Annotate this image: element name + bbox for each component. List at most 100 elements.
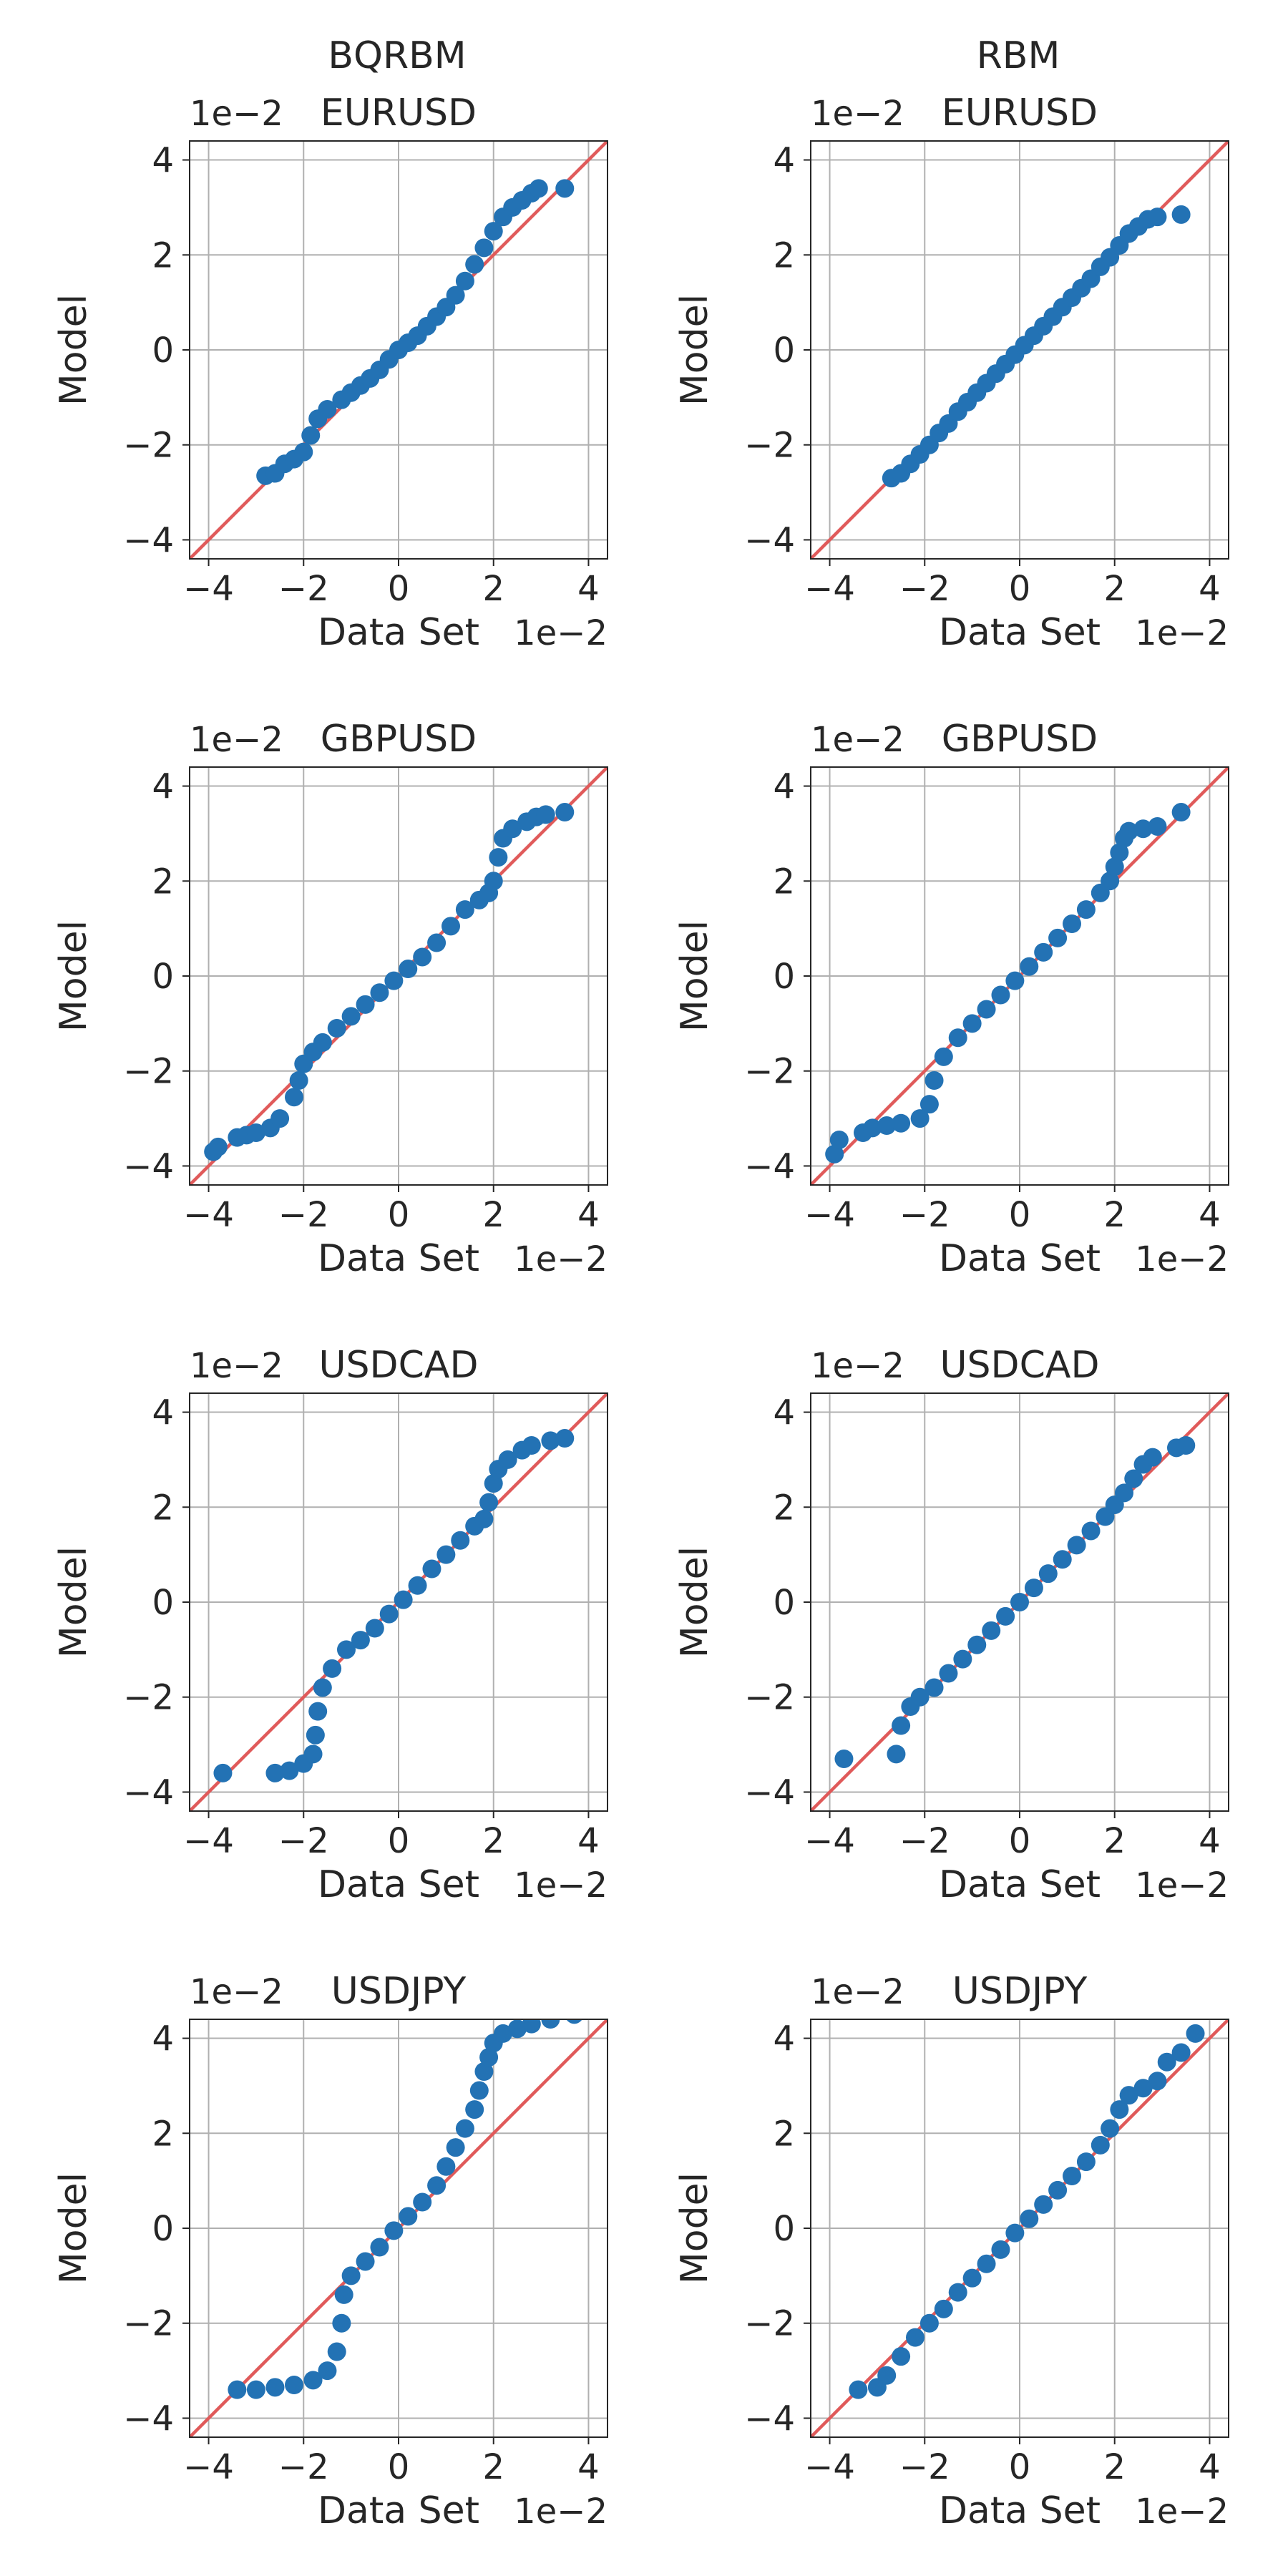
data-point (327, 1019, 346, 1038)
x-tick-label: −2 (899, 569, 950, 609)
x-tick-label: 0 (1009, 1195, 1031, 1235)
y-tick-label: −2 (123, 1678, 174, 1718)
data-point (451, 1531, 470, 1550)
x-axis-label: Data Set (318, 1863, 479, 1906)
qq-panel-bqrbm-eurusd: −4 −2 0 2 4 −4 −2 0 2 4 EURUSD 1e−2 1e−2 Data Set Mode… (52, 92, 608, 654)
y-tick-label: −4 (123, 1772, 174, 1813)
qq-panel-bqrbm-gbpusd: −4 −2 0 2 4 −4 −2 0 2 4 GBPUSD 1e−2 1e−2 Data Set Mode… (52, 718, 608, 1280)
data-point (334, 2285, 353, 2304)
x-axis-label: Data Set (318, 1237, 479, 1280)
x-tick-label: 4 (577, 1195, 600, 1235)
data-point (479, 2048, 499, 2067)
y-tick-label: −2 (123, 2304, 174, 2344)
x-tick-label: −2 (899, 1195, 950, 1235)
y-tick-label: 2 (152, 862, 174, 902)
y-tick-label: 2 (773, 2114, 795, 2154)
data-point (919, 2313, 939, 2333)
x-offset-label: 1e−2 (1135, 2492, 1229, 2532)
x-tick-label: 4 (577, 569, 600, 609)
data-point (427, 933, 447, 952)
data-point (1076, 2152, 1096, 2172)
data-point (962, 2268, 982, 2288)
y-tick-label: 0 (773, 957, 795, 997)
data-point (1101, 2119, 1120, 2138)
x-axis-label: Data Set (939, 1237, 1101, 1280)
data-point (285, 1088, 303, 1107)
x-tick-label: −2 (278, 1821, 329, 1861)
scatter-points (849, 2024, 1205, 2399)
y-tick-label: 4 (152, 767, 174, 807)
y-axis-label: Model (673, 2172, 716, 2284)
scatter-points (213, 1429, 575, 1782)
y-tick-label: 0 (152, 331, 174, 371)
x-offset-label: 1e−2 (514, 2492, 608, 2532)
y-tick-label: 0 (773, 331, 795, 371)
data-point (924, 1678, 944, 1697)
x-tick-label: 4 (1199, 569, 1221, 609)
x-tick-label: −4 (804, 1195, 855, 1235)
y-tick-label: 4 (773, 1393, 795, 1433)
y-tick-label: 4 (773, 767, 795, 807)
y-offset-label: 1e−2 (811, 1972, 904, 2012)
data-point (1157, 2052, 1176, 2072)
data-point (356, 2252, 375, 2271)
data-point (246, 1123, 265, 1142)
data-point (370, 983, 389, 1002)
x-tick-label: −4 (183, 1195, 234, 1235)
data-point (1176, 1436, 1196, 1455)
x-tick-label: 0 (388, 569, 410, 609)
x-tick-label: 2 (482, 1821, 504, 1861)
x-tick-label: −4 (804, 1821, 855, 1861)
data-point (1133, 2079, 1153, 2098)
y-offset-label: 1e−2 (190, 1346, 283, 1386)
data-point (953, 1649, 972, 1669)
data-point (1005, 2223, 1025, 2243)
data-point (384, 971, 404, 990)
x-tick-label: 2 (1103, 569, 1126, 609)
x-axis-label: Data Set (318, 2489, 479, 2532)
data-point (566, 2019, 582, 2024)
data-point (529, 179, 548, 198)
x-tick-label: 4 (577, 1821, 600, 1861)
panel-title: USDJPY (952, 1970, 1088, 2013)
qq-panel-bqrbm-usdjpy: −4 −2 0 2 4 −4 −2 0 2 4 USDJPY 1e−2 1e−2 Data Set Mode… (52, 1970, 608, 2532)
data-point (1101, 872, 1120, 891)
data-point (1115, 1483, 1133, 1503)
data-point (877, 1116, 897, 1136)
y-offset-label: 1e−2 (811, 94, 904, 134)
x-tick-label: 4 (1199, 2447, 1221, 2487)
y-tick-label: 2 (152, 2114, 174, 2154)
x-tick-label: 0 (1009, 1821, 1031, 1861)
data-point (829, 1130, 849, 1149)
data-point (1010, 1593, 1029, 1611)
data-point (351, 1631, 370, 1650)
y-axis-label: Model (52, 2172, 95, 2284)
data-point (446, 286, 465, 305)
data-point (541, 2019, 560, 2029)
data-point (834, 1750, 854, 1768)
y-tick-label: 0 (152, 957, 174, 997)
data-point (408, 1576, 427, 1595)
data-point (934, 1047, 953, 1066)
data-point (892, 1113, 911, 1133)
data-point (1110, 2100, 1129, 2119)
data-point (977, 1000, 996, 1019)
x-tick-label: −4 (804, 2447, 855, 2487)
data-point (246, 2380, 265, 2399)
y-tick-label: 4 (152, 1393, 174, 1433)
x-offset-label: 1e−2 (514, 613, 608, 653)
data-point (1024, 1579, 1043, 1598)
y-tick-label: 4 (152, 2019, 174, 2059)
data-point (489, 848, 508, 867)
x-tick-label: 0 (388, 1195, 410, 1235)
y-tick-label: 0 (152, 1583, 174, 1623)
data-point (877, 2366, 897, 2385)
data-point (1048, 928, 1068, 947)
data-point (465, 2100, 484, 2119)
data-point (301, 426, 321, 445)
data-point (536, 805, 555, 824)
data-point (469, 2081, 489, 2100)
data-point (323, 1659, 342, 1678)
y-offset-label: 1e−2 (811, 1346, 904, 1386)
x-tick-label: 4 (1199, 1821, 1221, 1861)
